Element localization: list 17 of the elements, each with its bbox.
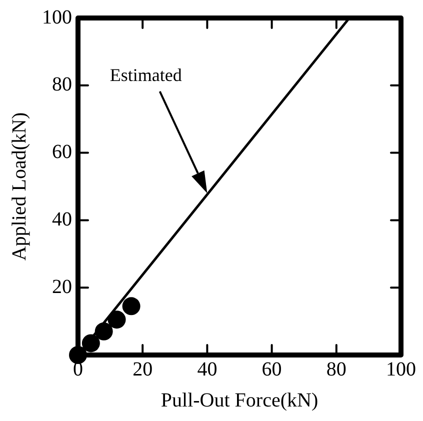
x-tick-label: 20 <box>132 358 153 380</box>
y-tick-label: 100 <box>42 6 72 28</box>
point <box>82 334 100 352</box>
x-axis-title: Pull-Out Force(kN) <box>160 389 318 412</box>
y-axis-title: Applied Load(kN) <box>8 112 30 261</box>
y-tick-label: 60 <box>52 141 72 164</box>
x-tick-label: 60 <box>262 358 282 380</box>
y-tick-label: 20 <box>52 276 72 298</box>
point <box>122 297 140 316</box>
x-tick-label: 100 <box>386 358 416 380</box>
x-tick-label: 40 <box>197 358 218 380</box>
y-tick-label: 80 <box>52 74 72 96</box>
point <box>108 310 126 329</box>
x-tick-label: 80 <box>326 358 346 380</box>
y-tick-label: 40 <box>52 208 72 230</box>
point <box>94 322 113 340</box>
annotation: Estimated <box>110 65 182 86</box>
